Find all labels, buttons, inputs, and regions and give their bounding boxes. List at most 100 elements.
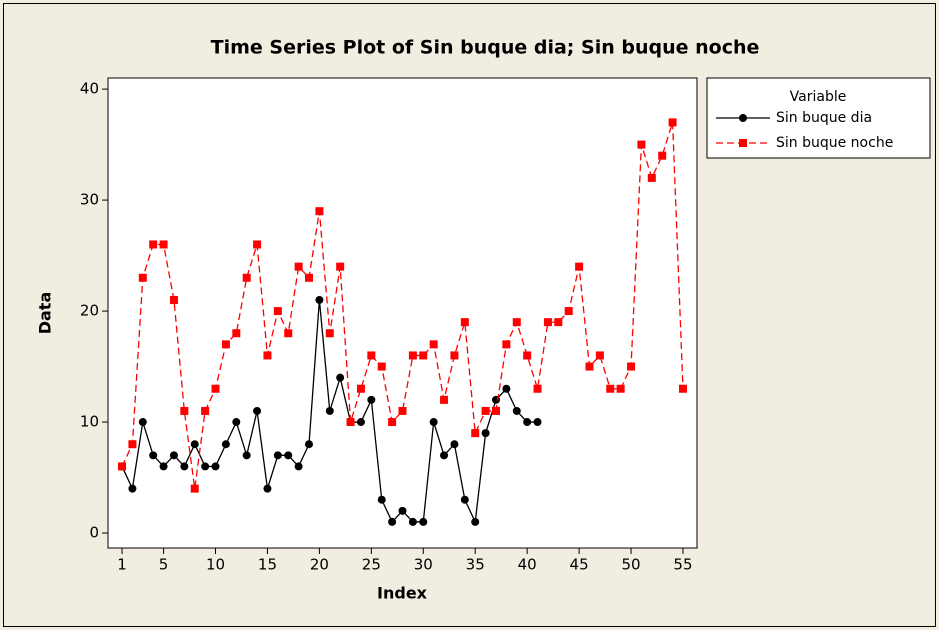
data-point: [627, 362, 636, 371]
data-point: [294, 262, 303, 271]
x-tick-label: 35: [466, 556, 485, 574]
data-point: [221, 340, 230, 349]
data-point: [356, 384, 365, 393]
data-point: [149, 240, 158, 249]
data-point: [523, 351, 532, 360]
x-tick-label: 30: [414, 556, 433, 574]
data-point: [450, 440, 459, 449]
y-tick-label: 10: [80, 413, 99, 431]
data-point: [419, 517, 428, 526]
data-point: [512, 406, 521, 415]
data-point: [305, 273, 314, 282]
data-point: [543, 318, 552, 327]
data-point: [180, 406, 189, 415]
x-tick-label: 20: [310, 556, 329, 574]
data-point: [118, 462, 127, 471]
data-point: [190, 440, 199, 449]
data-point: [201, 406, 210, 415]
data-point: [575, 262, 584, 271]
data-point: [668, 118, 677, 127]
data-point: [346, 418, 355, 427]
x-tick-label: 50: [621, 556, 640, 574]
x-tick-label: 15: [258, 556, 277, 574]
data-point: [388, 418, 397, 427]
data-point: [336, 373, 345, 382]
data-point: [408, 351, 417, 360]
data-point: [564, 307, 573, 316]
x-tick-label: 55: [673, 556, 692, 574]
data-point: [273, 307, 282, 316]
data-point: [169, 295, 178, 304]
x-tick-label: 1: [117, 556, 127, 574]
data-point: [678, 384, 687, 393]
data-point: [159, 462, 168, 471]
data-point: [128, 440, 137, 449]
data-point: [356, 418, 365, 427]
data-point: [284, 451, 293, 460]
x-tick-label: 10: [206, 556, 225, 574]
data-point: [201, 462, 210, 471]
data-point: [481, 406, 490, 415]
data-point: [471, 517, 480, 526]
data-point: [273, 451, 282, 460]
legend-title: Variable: [790, 89, 847, 105]
data-point: [263, 351, 272, 360]
y-tick-label: 40: [80, 80, 99, 98]
data-point: [595, 351, 604, 360]
data-point: [554, 318, 563, 327]
data-point: [533, 384, 542, 393]
data-point: [138, 418, 147, 427]
data-point: [450, 351, 459, 360]
data-point: [149, 451, 158, 460]
data-point: [502, 340, 511, 349]
frame: [3, 3, 936, 627]
y-tick-label: 30: [80, 191, 99, 209]
data-point: [502, 384, 511, 393]
data-point: [585, 362, 594, 371]
data-point: [429, 418, 438, 427]
data-point: [253, 406, 262, 415]
data-point: [315, 207, 324, 216]
data-point: [388, 517, 397, 526]
data-point: [377, 362, 386, 371]
legend-label: Sin buque dia: [776, 110, 872, 126]
data-point: [440, 395, 449, 404]
y-tick-label: 0: [89, 524, 99, 542]
data-point: [138, 273, 147, 282]
data-point: [284, 329, 293, 338]
x-axis-label: Index: [377, 584, 428, 603]
data-point: [616, 384, 625, 393]
legend-marker: [739, 114, 747, 122]
data-point: [128, 484, 137, 493]
legend-marker: [739, 139, 747, 147]
data-point: [263, 484, 272, 493]
data-point: [533, 418, 542, 427]
data-point: [211, 462, 220, 471]
data-point: [440, 451, 449, 460]
data-point: [169, 451, 178, 460]
data-point: [481, 429, 490, 438]
data-point: [253, 240, 262, 249]
data-point: [658, 151, 667, 160]
data-point: [471, 429, 480, 438]
data-point: [159, 240, 168, 249]
chart-title: Time Series Plot of Sin buque dia; Sin b…: [211, 37, 760, 59]
x-tick-label: 25: [362, 556, 381, 574]
plot-area: [107, 77, 698, 549]
data-point: [190, 484, 199, 493]
data-point: [398, 406, 407, 415]
x-tick-label: 45: [570, 556, 589, 574]
data-point: [294, 462, 303, 471]
data-point: [221, 440, 230, 449]
data-point: [325, 406, 334, 415]
legend-label: Sin buque noche: [776, 135, 893, 151]
data-point: [491, 406, 500, 415]
data-point: [242, 273, 251, 282]
data-point: [377, 495, 386, 504]
data-point: [315, 295, 324, 304]
data-point: [419, 351, 428, 360]
data-point: [512, 318, 521, 327]
data-point: [232, 418, 241, 427]
data-point: [523, 418, 532, 427]
